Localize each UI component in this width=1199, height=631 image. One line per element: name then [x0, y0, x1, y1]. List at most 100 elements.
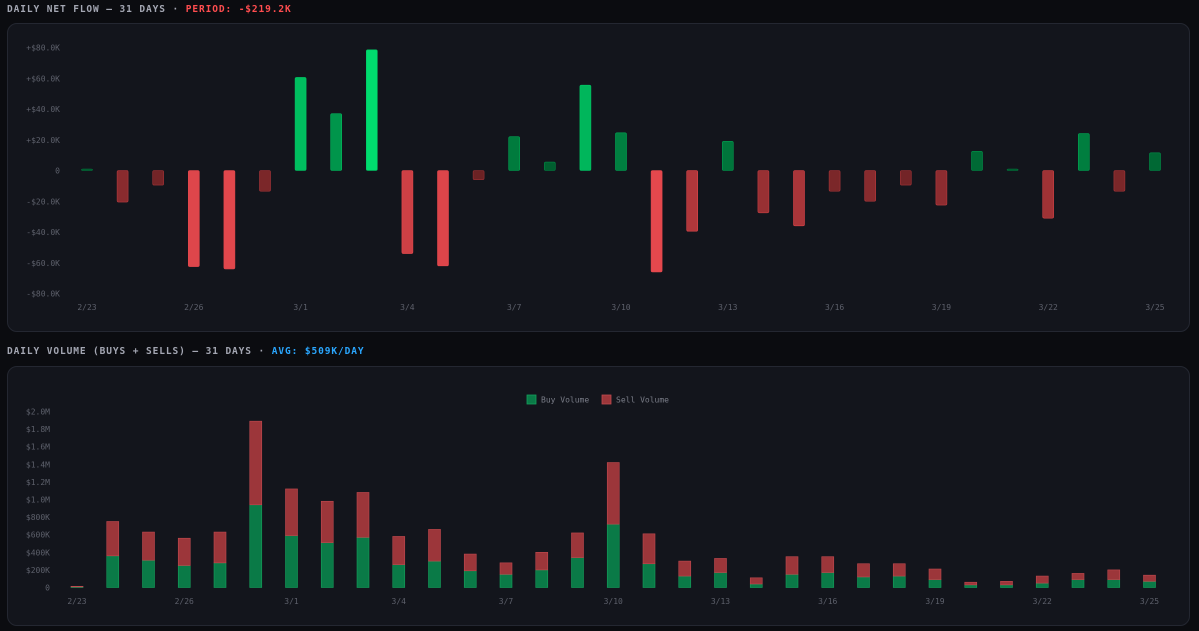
sell-volume-bar [857, 563, 870, 578]
sell-volume-bar [392, 536, 406, 565]
net-flow-bar-positive [508, 136, 521, 171]
buy-volume-bar [1143, 581, 1156, 588]
net-flow-bar-positive [579, 84, 592, 171]
y-tick-label: $1.4M [26, 460, 50, 469]
sell-volume-bar [571, 532, 584, 558]
x-tick-label: 3/19 [932, 303, 951, 312]
sell-volume-bar [964, 581, 978, 586]
net-flow-bar-negative [152, 170, 164, 186]
net-flow-bar-negative [650, 170, 663, 273]
sell-volume-bar [428, 529, 441, 562]
x-tick-label: 2/26 [184, 303, 203, 312]
buy-volume-bar [642, 563, 656, 588]
y-tick-label: -$80.0K [26, 290, 60, 299]
sell-volume-bar [499, 562, 513, 575]
sell-volume-bar [213, 531, 227, 564]
x-tick-label: 3/25 [1145, 303, 1164, 312]
buy-volume-bar [428, 560, 441, 588]
sell-volume-bar [749, 577, 763, 585]
legend-sell-swatch [601, 394, 612, 405]
flow-period-total: PERIOD: -$219.2K [185, 4, 292, 15]
x-tick-label: 3/4 [392, 597, 407, 606]
sell-volume-bar [1000, 581, 1013, 586]
y-tick-label: $1.2M [26, 478, 50, 487]
sell-volume-bar [892, 563, 906, 577]
net-flow-bar-negative [1042, 170, 1054, 219]
y-tick-label: $1.0M [26, 496, 50, 505]
sell-volume-bar [249, 420, 263, 506]
buy-volume-bar [535, 569, 549, 588]
buy-volume-bar [857, 576, 870, 588]
net-flow-bar-negative [472, 170, 485, 181]
net-flow-chart-panel: +$80.0K +$60.0K +$40.0K +$20.0K 0 -$20.0K -$40… [7, 23, 1190, 332]
y-tick-label: $600K [26, 531, 50, 540]
x-tick-label: 3/22 [1039, 303, 1058, 312]
y-tick-label: $1.8M [26, 425, 50, 434]
sell-volume-bar [142, 531, 155, 561]
x-tick-label: 3/10 [604, 597, 623, 606]
sell-volume-bar [1107, 569, 1121, 580]
y-tick-label: +$80.0K [26, 44, 60, 53]
y-tick-label: $2.0M [26, 408, 50, 417]
sell-volume-bar [356, 492, 370, 538]
buy-volume-bar [177, 565, 191, 588]
buy-volume-bar [571, 557, 584, 588]
buy-volume-bar [785, 574, 799, 588]
x-tick-label: 2/23 [77, 303, 96, 312]
net-flow-bar-negative [401, 170, 414, 254]
x-tick-label: 3/19 [925, 597, 944, 606]
volume-section-title: DAILY VOLUME (BUYS + SELLS) — 31 DAYS · … [7, 346, 364, 357]
buy-volume-bar [1071, 579, 1085, 588]
x-tick-label: 3/25 [1140, 597, 1159, 606]
y-tick-label: $200K [26, 566, 50, 575]
net-flow-bar-positive [1078, 133, 1090, 171]
sell-volume-bar [177, 537, 191, 566]
sell-volume-bar [678, 560, 692, 577]
sell-volume-bar [1143, 574, 1156, 582]
volume-average: AVG: $509K/DAY [271, 346, 365, 357]
y-tick-label: -$60.0K [26, 259, 60, 268]
x-tick-label: 3/4 [400, 303, 415, 312]
buy-volume-bar [142, 559, 155, 588]
net-flow-bar-negative [437, 170, 449, 267]
y-tick-label: -$40.0K [26, 228, 60, 237]
buy-volume-bar [678, 575, 692, 588]
net-flow-bar-negative [757, 170, 770, 214]
buy-volume-bar [1000, 584, 1013, 588]
net-flow-bar-negative [864, 170, 877, 202]
buy-volume-bar [1035, 582, 1049, 588]
net-flow-bar-positive [330, 113, 343, 171]
buy-volume-bar [964, 584, 978, 588]
x-tick-label: 3/7 [507, 303, 522, 312]
y-tick-label: -$20.0K [26, 197, 60, 206]
net-flow-bar-negative [899, 170, 912, 186]
buy-volume-bar [749, 583, 763, 588]
sell-volume-bar [535, 552, 549, 571]
volume-title-text: DAILY VOLUME (BUYS + SELLS) — 31 DAYS · [7, 346, 272, 357]
buy-volume-bar [213, 562, 227, 588]
net-flow-bar-positive [971, 150, 983, 171]
net-flow-bar-negative [188, 170, 200, 267]
net-flow-bar-positive [1149, 152, 1161, 171]
net-flow-bar-negative [1113, 170, 1126, 192]
flow-section-title: DAILY NET FLOW — 31 DAYS · PERIOD: -$219… [7, 4, 292, 15]
net-flow-bar-positive [721, 140, 734, 171]
x-tick-label: 3/16 [818, 597, 837, 606]
x-tick-label: 3/22 [1033, 597, 1052, 606]
net-flow-bar-positive [615, 132, 627, 171]
buy-volume-bar [499, 574, 513, 588]
y-tick-label: $1.6M [26, 443, 50, 452]
sell-volume-bar [1071, 573, 1085, 580]
x-tick-label: 3/10 [611, 303, 630, 312]
y-tick-label: 0 [55, 167, 60, 176]
net-flow-bar-negative [793, 170, 805, 227]
net-flow-chart: +$80.0K +$60.0K +$40.0K +$20.0K 0 -$20.0K -$40… [26, 44, 1165, 313]
net-flow-bar-positive [294, 77, 307, 171]
net-flow-bar-positive [81, 168, 93, 171]
x-tick-label: 3/13 [711, 597, 730, 606]
y-tick-label: +$40.0K [26, 105, 60, 114]
flow-title-text: DAILY NET FLOW — 31 DAYS · [7, 4, 186, 15]
sell-volume-bar [714, 558, 727, 573]
y-tick-label: $800K [26, 513, 50, 522]
buy-volume-bar [892, 575, 906, 588]
